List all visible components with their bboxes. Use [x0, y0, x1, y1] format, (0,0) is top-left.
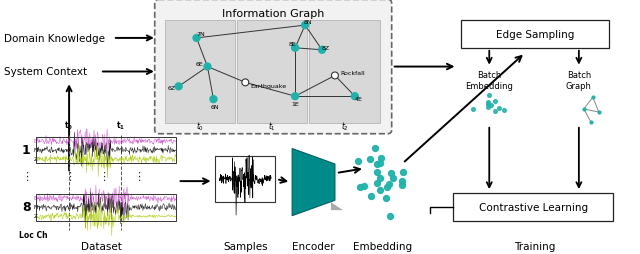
Point [499, 108, 509, 113]
Text: Information Graph: Information Graph [222, 9, 324, 19]
Bar [36, 137, 175, 164]
Text: $t_0$: $t_0$ [196, 120, 204, 133]
Point [398, 171, 408, 175]
Circle shape [242, 80, 249, 86]
Point [493, 107, 504, 111]
Point [490, 100, 500, 104]
Text: Training: Training [515, 241, 556, 251]
Circle shape [292, 93, 299, 100]
Text: Dataset: Dataset [81, 241, 122, 251]
Point [371, 147, 381, 151]
Text: 1E: 1E [291, 101, 299, 106]
Bar [461, 21, 609, 49]
Text: Z: Z [33, 156, 37, 161]
Text: 8E: 8E [288, 42, 296, 47]
Text: E: E [33, 139, 37, 144]
Point [359, 184, 369, 188]
Point [385, 214, 395, 218]
Circle shape [332, 73, 339, 80]
Text: ⋮: ⋮ [63, 171, 75, 181]
Text: $t_1$: $t_1$ [268, 120, 276, 133]
Point [381, 196, 391, 200]
Point [365, 158, 375, 162]
Point [388, 176, 398, 180]
Text: N: N [33, 204, 37, 210]
Point [372, 171, 382, 175]
Point [376, 156, 386, 160]
Circle shape [175, 84, 182, 90]
Text: N: N [33, 147, 37, 152]
Point [483, 102, 493, 106]
Point [372, 163, 382, 167]
Text: Domain Knowledge: Domain Knowledge [4, 34, 106, 44]
Text: Encoder: Encoder [292, 241, 335, 251]
Text: 8: 8 [22, 200, 31, 213]
Text: 6N: 6N [210, 104, 219, 109]
Circle shape [193, 35, 200, 42]
Point [397, 183, 408, 187]
Text: E: E [33, 196, 37, 201]
Point [381, 185, 392, 189]
Point [374, 176, 385, 180]
Text: ⋮: ⋮ [133, 171, 145, 181]
Bar [237, 21, 307, 123]
Text: ⋮: ⋮ [20, 171, 32, 181]
Point [484, 94, 494, 98]
Text: Rockfall: Rockfall [340, 71, 365, 76]
Point [384, 183, 394, 187]
FancyBboxPatch shape [155, 1, 392, 134]
Bar [36, 194, 175, 221]
Polygon shape [331, 202, 343, 210]
Bar [164, 21, 235, 123]
Point [486, 104, 497, 108]
Circle shape [292, 45, 299, 52]
Point [353, 160, 363, 164]
Point [483, 100, 493, 104]
Point [483, 105, 493, 109]
Text: Edge Sampling: Edge Sampling [496, 30, 574, 40]
Bar [453, 193, 612, 221]
Point [372, 181, 382, 185]
Text: 8N: 8N [304, 20, 312, 25]
Circle shape [301, 23, 308, 29]
Point [374, 188, 385, 192]
Point [366, 194, 376, 198]
Text: Loc Ch: Loc Ch [19, 230, 48, 239]
Point [386, 172, 396, 176]
Text: 6E: 6E [196, 62, 204, 67]
Circle shape [204, 64, 211, 71]
Text: 7N: 7N [196, 32, 205, 37]
Circle shape [351, 93, 358, 100]
Polygon shape [292, 149, 335, 216]
Point [490, 110, 500, 114]
Bar [216, 157, 275, 202]
Text: 6Z: 6Z [168, 85, 176, 90]
Text: Earthquake: Earthquake [250, 84, 287, 88]
Text: Embedding: Embedding [353, 241, 412, 251]
Text: $t_2$: $t_2$ [340, 120, 349, 133]
Text: ⋮: ⋮ [99, 171, 109, 181]
Text: 4E: 4E [355, 96, 363, 101]
Text: Batch
Graph: Batch Graph [566, 70, 592, 90]
Text: Samples: Samples [223, 241, 268, 251]
Text: $\mathbf{t_1}$: $\mathbf{t_1}$ [116, 119, 125, 131]
Text: $\mathbf{t_0}$: $\mathbf{t_0}$ [65, 119, 74, 131]
Point [397, 179, 407, 183]
Text: 1: 1 [22, 144, 31, 156]
Point [355, 185, 365, 189]
Text: Z: Z [33, 213, 37, 218]
Text: 8Z: 8Z [322, 46, 330, 51]
Circle shape [210, 96, 217, 103]
Bar [309, 21, 380, 123]
Point [374, 161, 385, 165]
Text: System Context: System Context [4, 67, 88, 77]
Circle shape [319, 47, 326, 54]
Text: Batch
Embedding: Batch Embedding [465, 70, 513, 90]
Point [468, 108, 478, 112]
Text: Contrastive Learning: Contrastive Learning [479, 202, 588, 212]
